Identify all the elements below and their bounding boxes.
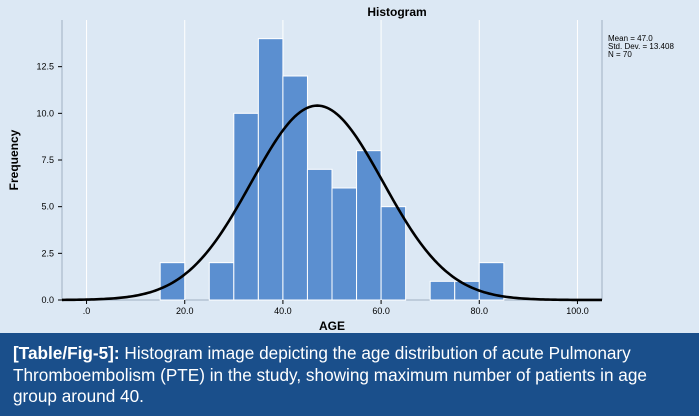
x-axis-label: AGE	[319, 319, 345, 333]
y-tick-label: 12.5	[36, 62, 54, 72]
x-tick-label: .0	[83, 306, 91, 316]
histogram-chart: 0.0 2.5 5.0 7.5 10.0 12.5 .0 20.0 40.0 60.0 80.0 10…	[7, 5, 674, 333]
figure-caption: [Table/Fig-5]: Histogram image depicting…	[0, 333, 699, 416]
stats-line: Mean = 47.0	[608, 34, 653, 43]
x-tick-label: 80.0	[471, 306, 489, 316]
histogram-bar	[306, 168, 333, 301]
histogram-bar	[356, 150, 382, 301]
stats-line: Std. Dev. = 13.408	[608, 42, 674, 51]
chart-title: Histogram	[367, 5, 426, 19]
normal-curve	[61, 104, 602, 302]
y-axis-label: Frequency	[7, 129, 21, 190]
caption-ref: [Table/Fig-5]:	[13, 343, 120, 363]
y-tick-label: 0.0	[41, 295, 54, 305]
histogram-bar	[282, 75, 308, 301]
histogram-bar	[380, 206, 407, 301]
x-tick-label: 40.0	[274, 306, 292, 316]
stats-line: N = 70	[608, 50, 632, 59]
caption-text: Histogram image depicting the age distri…	[13, 343, 647, 406]
histogram-bar	[208, 262, 235, 301]
x-tick-label: 100.0	[566, 306, 589, 316]
y-tick-label: 7.5	[41, 155, 54, 165]
histogram-bar	[429, 280, 456, 301]
y-tick-label: 2.5	[41, 248, 54, 258]
histogram-bar	[331, 187, 358, 301]
histogram-bar	[478, 262, 505, 301]
y-tick-label: 5.0	[41, 202, 54, 212]
x-tick-label: 20.0	[176, 306, 194, 316]
x-tick-label: 60.0	[372, 306, 390, 316]
histogram-bar	[257, 38, 284, 301]
y-tick-label: 10.0	[36, 108, 54, 118]
